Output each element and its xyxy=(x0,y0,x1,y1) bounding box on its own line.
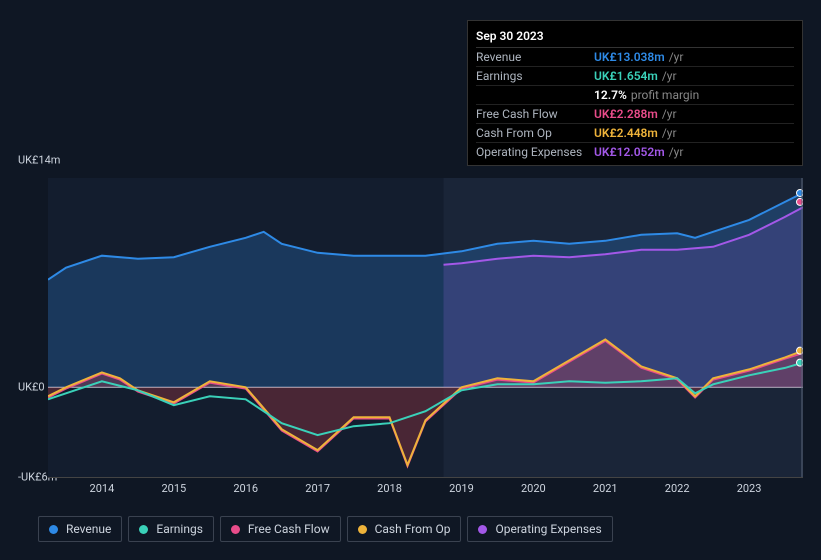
chart-tooltip: Sep 30 2023 RevenueUK£13.038m/yrEarnings… xyxy=(467,20,803,166)
tooltip-row: Operating ExpensesUK£12.052m/yr xyxy=(476,143,794,161)
legend-item-earnings[interactable]: Earnings xyxy=(128,516,214,542)
x-tick: 2015 xyxy=(161,482,186,495)
legend-swatch xyxy=(139,525,148,534)
legend-label: Free Cash Flow xyxy=(248,522,330,536)
tooltip-row: Cash From OpUK£2.448m/yr xyxy=(476,124,794,143)
x-tick: 2019 xyxy=(449,482,474,495)
legend-swatch xyxy=(49,525,58,534)
tooltip-profit: 12.7%profit margin xyxy=(594,88,699,102)
legend-label: Revenue xyxy=(66,522,111,536)
x-tick: 2021 xyxy=(593,482,618,495)
tooltip-row: EarningsUK£1.654m/yr xyxy=(476,67,794,86)
legend-swatch xyxy=(231,525,240,534)
tooltip-label: Revenue xyxy=(476,50,594,64)
x-tick: 2017 xyxy=(305,482,330,495)
x-tick: 2023 xyxy=(737,482,762,495)
chart-svg xyxy=(48,178,803,477)
tooltip-row: Free Cash FlowUK£2.288m/yr xyxy=(476,105,794,124)
chart-plot[interactable] xyxy=(48,178,803,478)
chart-legend: Revenue Earnings Free Cash Flow Cash From O… xyxy=(38,516,613,542)
tooltip-label: Earnings xyxy=(476,69,594,83)
y-axis-zero: UK£0 xyxy=(18,381,45,394)
x-tick: 2014 xyxy=(90,482,115,495)
legend-label: Cash From Op xyxy=(375,522,451,536)
tooltip-value: UK£12.052m/yr xyxy=(594,145,683,159)
legend-item-free_cash_flow[interactable]: Free Cash Flow xyxy=(220,516,341,542)
legend-item-cash_from_op[interactable]: Cash From Op xyxy=(347,516,462,542)
tooltip-label: Operating Expenses xyxy=(476,145,594,159)
x-tick: 2022 xyxy=(665,482,690,495)
tooltip-label xyxy=(476,88,594,102)
legend-swatch xyxy=(478,525,487,534)
legend-swatch xyxy=(358,525,367,534)
legend-label: Earnings xyxy=(156,522,203,536)
legend-label: Operating Expenses xyxy=(495,522,601,536)
tooltip-date: Sep 30 2023 xyxy=(476,27,794,48)
tooltip-row: RevenueUK£13.038m/yr xyxy=(476,48,794,67)
tooltip-value: UK£2.448m/yr xyxy=(594,126,677,140)
tooltip-label: Free Cash Flow xyxy=(476,107,594,121)
tooltip-label: Cash From Op xyxy=(476,126,594,140)
y-axis-max: UK£14m xyxy=(18,154,60,167)
chart-area: UK£14m UK£0 -UK£6m 201420152016201720182… xyxy=(18,160,803,500)
tooltip-rows: RevenueUK£13.038m/yrEarningsUK£1.654m/yr… xyxy=(476,48,794,161)
legend-item-revenue[interactable]: Revenue xyxy=(38,516,122,542)
x-tick: 2018 xyxy=(377,482,402,495)
tooltip-value: UK£2.288m/yr xyxy=(594,107,677,121)
x-tick: 2016 xyxy=(233,482,258,495)
tooltip-value: UK£13.038m/yr xyxy=(594,50,683,64)
x-axis: 2014 2015 2016 2017 2018 2019 2020 2021 2022 2023 xyxy=(48,482,803,498)
tooltip-value: UK£1.654m/yr xyxy=(594,69,677,83)
tooltip-row: 12.7%profit margin xyxy=(476,86,794,105)
legend-item-operating_expenses[interactable]: Operating Expenses xyxy=(467,516,612,542)
x-tick: 2020 xyxy=(521,482,546,495)
